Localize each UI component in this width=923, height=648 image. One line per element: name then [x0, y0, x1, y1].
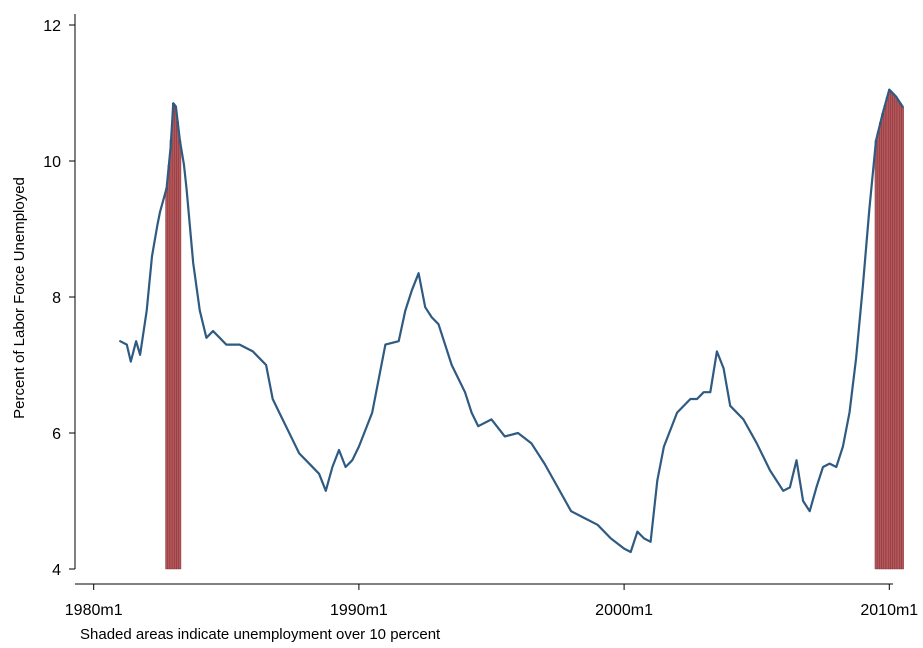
unemployment-series-line: [119, 88, 904, 554]
y-axis-title: Percent of Labor Force Unemployed: [11, 177, 28, 419]
x-tick-label: 1980m1: [65, 602, 123, 619]
footnote: Shaded areas indicate unemployment over …: [80, 626, 441, 643]
y-tick-label: 6: [52, 426, 61, 443]
shade-bar: [874, 140, 878, 570]
y-ticks: 4 6 8 10 12: [43, 18, 75, 579]
y-tick-label: 12: [43, 18, 61, 35]
shade-bar: [171, 102, 175, 570]
shade-bar: [901, 106, 904, 570]
x-tick-label: 2000m1: [595, 602, 653, 619]
shade-bar: [896, 99, 900, 570]
x-ticks: 1980m1 1990m1 2000m1 2010m1: [65, 584, 918, 619]
shade-bar: [876, 131, 880, 570]
shade-bar: [894, 96, 898, 570]
shade-bar: [888, 89, 891, 570]
shade-bar: [899, 102, 902, 570]
x-tick-label: 1990m1: [330, 602, 388, 619]
y-tick-label: 8: [52, 290, 61, 307]
shade-bar: [879, 122, 882, 570]
shade-bar: [892, 93, 896, 570]
shaded-period: [874, 89, 904, 570]
y-tick-label: 4: [52, 562, 61, 579]
shade-bar: [178, 140, 182, 570]
shade-bar: [174, 105, 177, 570]
y-tick-label: 10: [43, 154, 61, 171]
shade-bar: [885, 97, 889, 570]
shade-bar: [167, 165, 171, 570]
shade-bar: [890, 91, 893, 570]
x-tick-label: 2010m1: [860, 602, 918, 619]
shade-bar: [165, 187, 168, 570]
shaded-periods: [165, 89, 904, 570]
shade-bar: [881, 113, 884, 570]
shade-bar: [176, 121, 179, 570]
shade-bar: [883, 105, 887, 570]
shade-bar: [169, 139, 173, 570]
